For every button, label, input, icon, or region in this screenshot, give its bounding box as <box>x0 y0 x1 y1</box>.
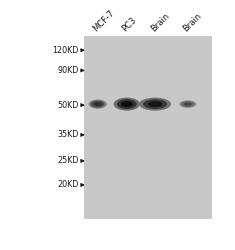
Ellipse shape <box>91 101 105 107</box>
Text: 20KD: 20KD <box>57 180 78 190</box>
Ellipse shape <box>181 101 194 107</box>
Text: 50KD: 50KD <box>57 100 78 110</box>
Ellipse shape <box>121 101 133 107</box>
Ellipse shape <box>148 101 162 107</box>
Ellipse shape <box>179 100 196 108</box>
Text: Brain: Brain <box>181 12 204 34</box>
Text: 35KD: 35KD <box>57 130 78 140</box>
Ellipse shape <box>114 98 140 111</box>
Text: MCF-7: MCF-7 <box>91 9 116 34</box>
Ellipse shape <box>94 102 102 106</box>
Text: Brain: Brain <box>149 12 171 34</box>
Ellipse shape <box>139 98 171 111</box>
Ellipse shape <box>89 100 107 109</box>
Bar <box>84 36 212 219</box>
Ellipse shape <box>117 99 137 109</box>
Text: PC3: PC3 <box>121 16 138 34</box>
Text: 120KD: 120KD <box>52 46 78 55</box>
Text: 25KD: 25KD <box>57 156 78 166</box>
Text: 90KD: 90KD <box>57 66 78 75</box>
Ellipse shape <box>184 102 192 106</box>
Ellipse shape <box>143 99 167 109</box>
